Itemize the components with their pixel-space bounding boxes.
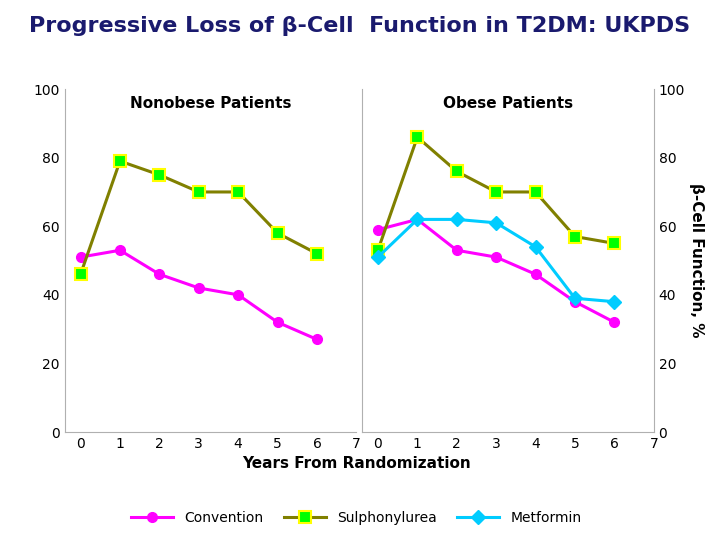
Y-axis label: β-Cell Function, %: β-Cell Function, % — [690, 183, 704, 338]
Text: Years From Randomization: Years From Randomization — [242, 456, 471, 471]
Legend: Convention, Sulphonylurea, Metformin: Convention, Sulphonylurea, Metformin — [126, 505, 587, 530]
Text: Obese Patients: Obese Patients — [443, 96, 573, 111]
Text: Nonobese Patients: Nonobese Patients — [130, 96, 292, 111]
Text: Progressive Loss of β-Cell  Function in T2DM: UKPDS: Progressive Loss of β-Cell Function in T… — [30, 16, 690, 36]
